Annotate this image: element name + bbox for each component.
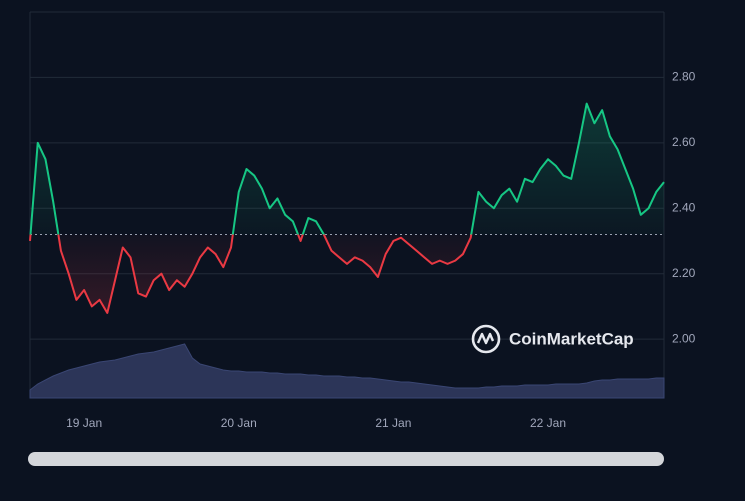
price-area	[30, 103, 664, 313]
y-tick-label: 2.60	[672, 135, 696, 149]
y-tick-label: 2.00	[672, 331, 696, 345]
y-tick-label: 2.40	[672, 200, 696, 214]
x-tick-label: 22 Jan	[530, 416, 566, 430]
x-tick-label: 20 Jan	[221, 416, 257, 430]
x-tick-label: 21 Jan	[375, 416, 411, 430]
x-tick-label: 19 Jan	[66, 416, 102, 430]
watermark: CoinMarketCap	[509, 329, 634, 348]
y-tick-label: 2.80	[672, 70, 696, 84]
volume-area	[29, 343, 665, 399]
watermark-logo	[471, 324, 501, 354]
price-line	[29, 102, 665, 314]
scrollbar[interactable]	[28, 452, 664, 466]
y-tick-label: 2.20	[672, 266, 696, 280]
